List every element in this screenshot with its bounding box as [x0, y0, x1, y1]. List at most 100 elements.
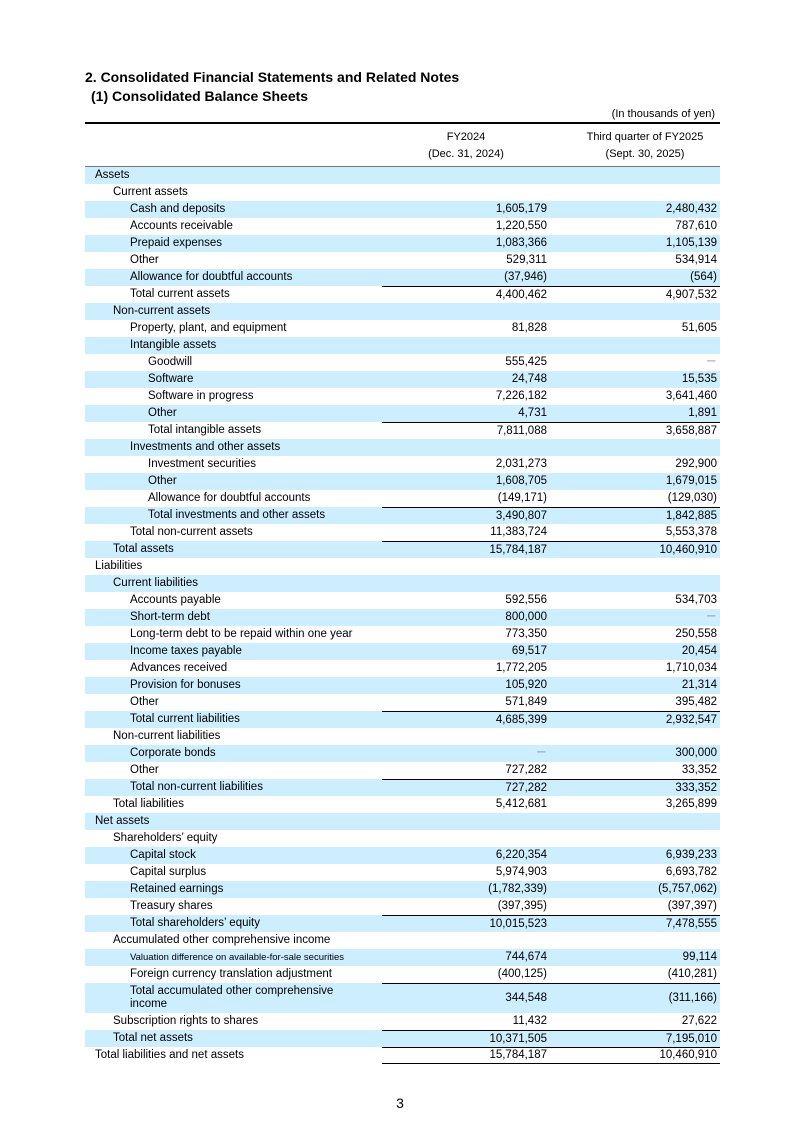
value-fy2024: [382, 337, 550, 354]
table-row: Investments and other assets: [85, 439, 720, 456]
row-label: Software: [148, 373, 194, 385]
value-q3-fy2025: 33,352: [681, 764, 717, 776]
row-label: Investments and other assets: [130, 441, 281, 453]
value-q3-fy2025: [550, 439, 720, 456]
value-fy2024: 592,556: [505, 594, 547, 606]
table-row: Total assets 15,784,187 10,460,910: [85, 541, 720, 558]
value-fy2024: 571,849: [505, 696, 547, 708]
balance-sheet-table: Assets Current assets Cash and deposits 1,6…: [85, 167, 720, 1064]
value-q3-fy2025: 99,114: [682, 951, 717, 963]
table-row: Allowance for doubtful accounts (37,946) (…: [85, 269, 720, 286]
value-fy2024: 11,383,724: [490, 526, 547, 538]
row-label: Allowance for doubtful accounts: [148, 492, 311, 504]
row-label: Accounts payable: [130, 594, 221, 606]
row-label: Income taxes payable: [130, 645, 242, 657]
value-q3-fy2025: 51,605: [681, 322, 717, 334]
table-row: Other 1,608,705 1,679,015: [85, 473, 720, 490]
column-header-date: (Dec. 31, 2024): [428, 148, 504, 160]
row-label: Other: [148, 407, 177, 419]
row-label: Total accumulated other comprehensive in…: [130, 985, 334, 1010]
table-row: Total liabilities 5,412,681 3,265,899: [85, 796, 720, 813]
value-q3-fy2025: 2,480,432: [665, 203, 717, 215]
table-row: Intangible assets: [85, 337, 720, 354]
row-label: Short-term debt: [130, 611, 210, 623]
page-number: 3: [396, 1095, 404, 1111]
value-fy2024: 4,400,462: [382, 286, 550, 303]
value-fy2024: (1,782,339): [488, 883, 547, 895]
value-fy2024: [382, 575, 550, 592]
column-header-title: FY2024: [446, 131, 486, 143]
value-q3-fy2025: (5,757,062): [658, 883, 717, 895]
table-row: Long-term debt to be repaid within one y…: [85, 626, 720, 643]
row-label: Total intangible assets: [148, 424, 262, 436]
table-row: Advances received 1,772,205 1,710,034: [85, 660, 720, 677]
header-rule: [85, 166, 720, 167]
row-label: Intangible assets: [130, 339, 217, 351]
value-q3-fy2025: 10,460,910: [550, 1047, 720, 1064]
row-label: Total non-current liabilities: [130, 781, 263, 793]
table-row: Current liabilities: [85, 575, 720, 592]
row-label: Subscription rights to shares: [113, 1015, 259, 1027]
table-row: Goodwill 555,425 －: [85, 354, 720, 371]
value-fy2024: 800,000: [505, 611, 547, 623]
value-q3-fy2025: [550, 830, 720, 847]
value-q3-fy2025: 395,482: [675, 696, 717, 708]
value-q3-fy2025: [550, 337, 720, 354]
value-fy2024: 1,608,705: [495, 475, 547, 487]
row-label: Provision for bonuses: [130, 679, 241, 691]
table-row: Total non-current assets 11,383,724 5,553,…: [85, 524, 720, 541]
row-label: Capital surplus: [130, 866, 207, 878]
value-fy2024: [382, 167, 550, 184]
value-fy2024: 15,784,187: [382, 541, 550, 558]
column-header-title: Third quarter of FY2025: [586, 131, 704, 143]
value-fy2024: 555,425: [505, 356, 547, 368]
value-fy2024: 1,605,179: [495, 203, 547, 215]
table-row: Total net assets 10,371,505 7,195,010: [85, 1030, 720, 1047]
table-row: Liabilities: [85, 558, 720, 575]
table-row: Income taxes payable 69,517 20,454: [85, 643, 720, 660]
value-q3-fy2025: 27,622: [681, 1015, 717, 1027]
value-fy2024: [382, 558, 550, 575]
value-fy2024: 727,282: [382, 779, 550, 796]
row-label: Other: [130, 254, 159, 266]
value-q3-fy2025: 7,478,555: [550, 915, 720, 932]
row-label: Total current liabilities: [130, 713, 240, 725]
value-fy2024: [382, 932, 550, 949]
value-fy2024: 529,311: [506, 254, 547, 266]
row-label: Non-current liabilities: [113, 730, 221, 742]
row-label: Accounts receivable: [130, 220, 233, 232]
value-fy2024: 1,220,550: [495, 220, 547, 232]
value-fy2024: 744,674: [505, 951, 547, 963]
value-q3-fy2025: [550, 575, 720, 592]
table-row: Property, plant, and equipment 81,828 51,6…: [85, 320, 720, 337]
value-fy2024: 344,548: [382, 983, 550, 1013]
table-row: Assets: [85, 167, 720, 184]
value-q3-fy2025: 21,314: [681, 679, 717, 691]
value-q3-fy2025: －: [705, 356, 718, 368]
row-label: Non-current assets: [113, 305, 211, 317]
table-row: Total intangible assets 7,811,088 3,658,88…: [85, 422, 720, 439]
value-fy2024: 15,784,187: [382, 1047, 550, 1064]
value-q3-fy2025: [550, 558, 720, 575]
value-q3-fy2025: 1,710,034: [665, 662, 717, 674]
column-header-q3-fy2025: Third quarter of FY2025 (Sept. 30, 2025): [550, 129, 740, 163]
row-label: Net assets: [95, 815, 150, 827]
table-row: Retained earnings (1,782,339) (5,757,062): [85, 881, 720, 898]
row-label: Capital stock: [130, 849, 196, 861]
value-fy2024: [382, 830, 550, 847]
row-label: Other: [130, 764, 159, 776]
value-q3-fy2025: 2,932,547: [550, 711, 720, 728]
value-q3-fy2025: 3,265,899: [665, 798, 717, 810]
table-row: Other 4,731 1,891: [85, 405, 720, 422]
row-label: Advances received: [130, 662, 228, 674]
value-fy2024: 5,412,681: [495, 798, 547, 810]
unit-note: (In thousands of yen): [611, 108, 715, 120]
value-q3-fy2025: 1,842,885: [550, 507, 720, 524]
table-row: Valuation difference on available-for-sa…: [85, 949, 720, 966]
value-fy2024: 773,350: [505, 628, 547, 640]
row-label: Cash and deposits: [130, 203, 226, 215]
row-label: Accumulated other comprehensive income: [113, 934, 331, 946]
value-q3-fy2025: 534,914: [675, 254, 717, 266]
value-q3-fy2025: 333,352: [550, 779, 720, 796]
value-fy2024: [382, 728, 550, 745]
